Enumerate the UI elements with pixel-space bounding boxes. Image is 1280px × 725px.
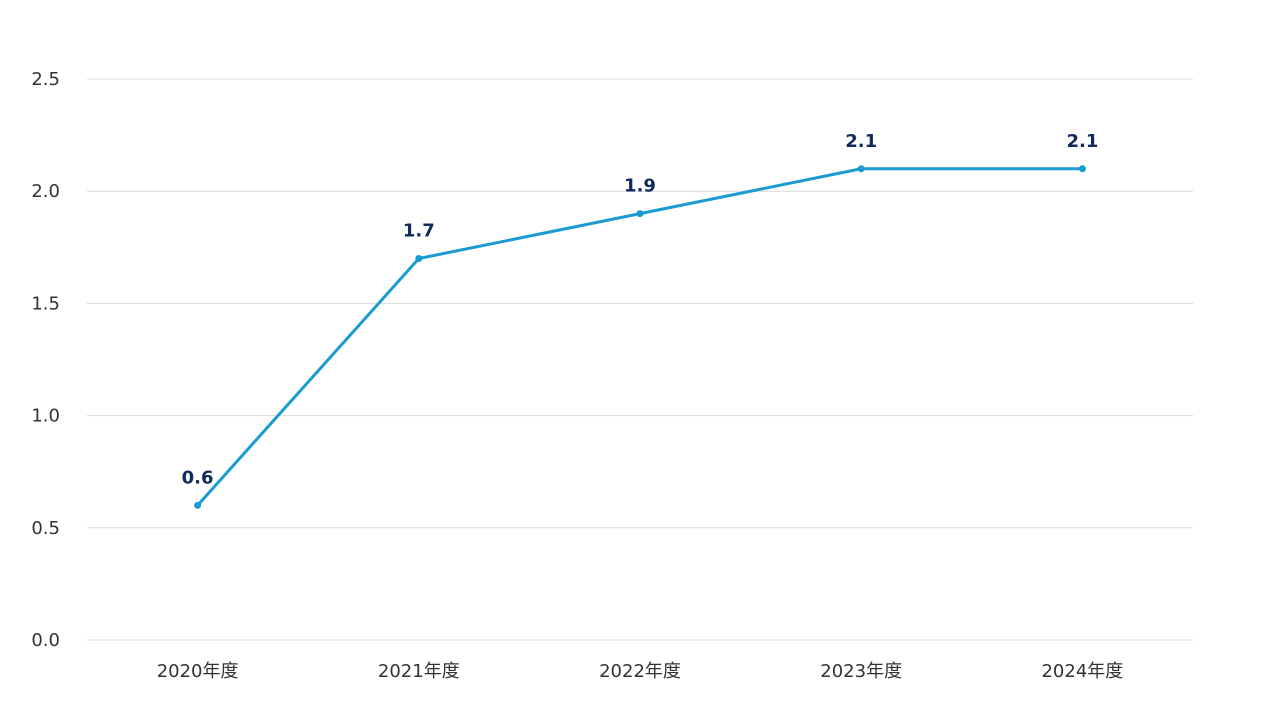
data-label: 1.9 bbox=[624, 176, 656, 197]
x-tick-label: 2021年度 bbox=[378, 661, 460, 682]
data-label: 2.1 bbox=[845, 131, 877, 152]
data-point bbox=[636, 210, 644, 218]
data-point bbox=[194, 501, 202, 509]
data-point bbox=[1078, 165, 1086, 173]
data-point bbox=[415, 255, 423, 263]
data-label: 0.6 bbox=[182, 467, 214, 488]
y-tick-label: 1.0 bbox=[31, 406, 60, 427]
x-tick-label: 2020年度 bbox=[157, 661, 239, 682]
y-tick-label: 2.0 bbox=[31, 181, 60, 202]
y-tick-label: 0.5 bbox=[31, 518, 60, 539]
x-tick-label: 2022年度 bbox=[599, 661, 681, 682]
data-label: 1.7 bbox=[403, 221, 435, 242]
x-axis: 2020年度 2021年度 2022年度 2023年度 2024年度 bbox=[157, 661, 1124, 682]
grid-layer bbox=[87, 78, 1193, 641]
series-layer bbox=[194, 165, 1086, 509]
series-line bbox=[196, 167, 1083, 507]
x-tick-label: 2023年度 bbox=[820, 661, 902, 682]
data-label-layer: 0.6 1.7 1.9 2.1 2.1 bbox=[182, 131, 1099, 489]
x-tick-label: 2024年度 bbox=[1041, 661, 1123, 682]
y-axis: 0.0 0.5 1.0 1.5 2.0 2.5 bbox=[31, 69, 60, 651]
data-point bbox=[857, 165, 865, 173]
y-tick-label: 2.5 bbox=[31, 69, 60, 90]
data-label: 2.1 bbox=[1066, 131, 1098, 152]
y-tick-label: 0.0 bbox=[31, 630, 60, 651]
y-tick-label: 1.5 bbox=[31, 293, 60, 314]
